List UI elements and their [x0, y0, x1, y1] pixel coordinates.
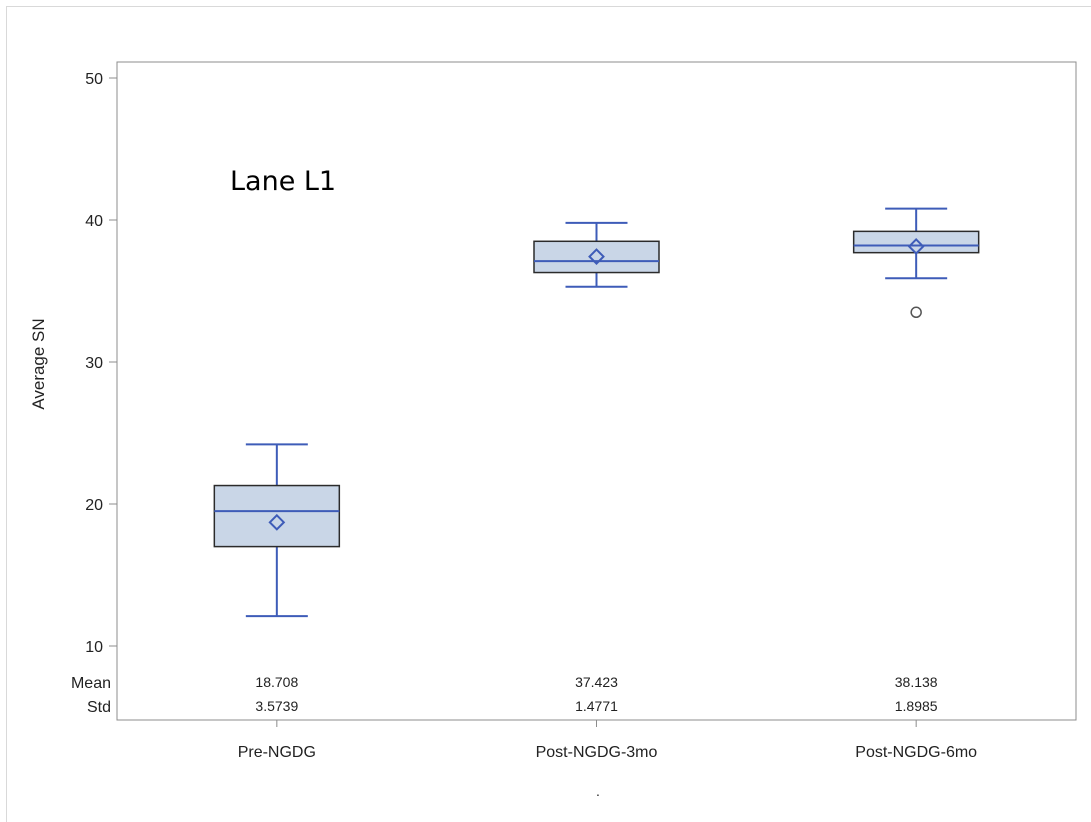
stats-value: 3.5739: [255, 698, 298, 714]
plot-border: [116, 61, 1077, 721]
mean-marker: [588, 248, 605, 266]
iqr-box: [852, 230, 980, 254]
y-tick-label: 20: [85, 497, 103, 514]
y-tick-label: 40: [85, 213, 103, 230]
plot-area: [116, 61, 1077, 721]
box-group: [213, 443, 341, 618]
footnote: .: [596, 783, 600, 799]
stats-value: 1.8985: [895, 698, 938, 714]
x-tick-label: Pre-NGDG: [238, 744, 316, 761]
stats-value: 1.4771: [575, 698, 618, 714]
stats-value: 38.138: [895, 674, 938, 690]
stats-row-label: Mean: [71, 675, 111, 692]
stats-table: Mean 18.708 37.423 38.138 Std 3.5739 1.4771 1.8…: [71, 674, 938, 716]
stats-value: 18.708: [255, 674, 298, 690]
stats-row-label: Std: [87, 699, 111, 716]
y-tick-label: 10: [85, 639, 103, 656]
y-tick-label: 30: [85, 355, 103, 372]
box-group: [852, 207, 980, 319]
iqr-box: [533, 240, 660, 274]
x-axis: Pre-NGDG Post-NGDG-3mo Post-NGDG-6mo: [238, 720, 977, 761]
outlier-point: [910, 306, 922, 319]
stats-value: 37.423: [575, 674, 618, 690]
mean-marker: [268, 513, 286, 531]
y-tick-label: 50: [85, 71, 103, 88]
x-tick-label: Post-NGDG-6mo: [855, 744, 977, 761]
y-axis-title: Average SN: [29, 318, 48, 409]
y-axis: 10 20 30 40 50: [85, 71, 117, 656]
mean-marker: [907, 238, 925, 255]
chart-frame: [6, 6, 1091, 822]
x-tick-label: Post-NGDG-3mo: [536, 744, 658, 761]
lane-annotation: Lane L1: [230, 166, 336, 197]
box-series: [213, 207, 980, 618]
box-group: [533, 221, 660, 288]
